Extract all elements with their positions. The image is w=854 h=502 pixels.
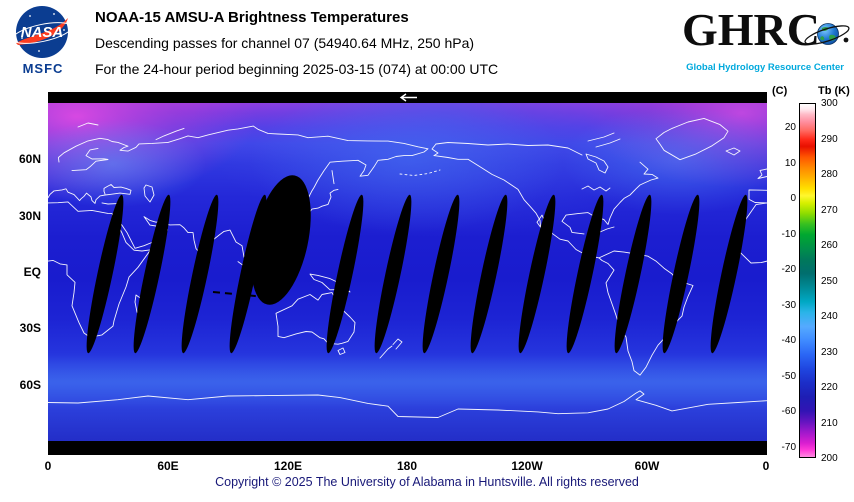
colorbar-unit-celsius: (C) [772, 85, 788, 97]
celsius-tick-m10: -10 [781, 229, 796, 240]
celsius-tick-20: 20 [784, 122, 796, 133]
west-direction-arrow-icon [399, 93, 417, 102]
lat-label-30n: 30N [18, 209, 41, 223]
celsius-tick-m40: -40 [781, 335, 796, 346]
kelvin-tick-230: 230 [821, 346, 838, 358]
kelvin-tick-240: 240 [821, 311, 838, 322]
ghrc-logo: GHRC Global Hydrology Resource Center [680, 4, 850, 84]
kelvin-tick-270: 270 [821, 204, 838, 216]
lat-label-eq: EQ [23, 265, 41, 279]
kelvin-tick-210: 210 [821, 417, 838, 429]
kelvin-tick-200: 200 [821, 453, 838, 464]
footer-copyright: Copyright © 2025 The University of Alaba… [215, 475, 639, 489]
ghrc-logo-text: GHRC [682, 4, 820, 55]
subtitle-period: For the 24-hour period beginning 2025-03… [95, 61, 499, 77]
msfc-label: MSFC [22, 61, 64, 76]
lon-label-120w: 120W [511, 459, 543, 473]
kelvin-tick-290: 290 [821, 133, 838, 145]
celsius-tick-m70: -70 [781, 442, 796, 453]
subtitle-channel: Descending passes for channel 07 (54940.… [95, 35, 475, 51]
lon-label-60e: 60E [157, 459, 179, 473]
nasa-logo: NASA [8, 5, 76, 66]
kelvin-tick-280: 280 [821, 169, 838, 180]
lat-label-60s: 60S [19, 378, 41, 392]
colorbar-unit-kelvin: Tb (K) [818, 85, 850, 97]
lon-label-180: 180 [396, 459, 418, 473]
map-ocean-field [48, 103, 767, 441]
lon-label-0e: 0 [44, 459, 52, 473]
celsius-tick-10: 10 [784, 158, 796, 169]
celsius-tick-m60: -60 [781, 406, 796, 417]
kelvin-tick-260: 260 [821, 240, 838, 251]
celsius-tick-m50: -50 [781, 371, 796, 382]
kelvin-tick-300: 300 [821, 98, 838, 109]
lat-label-30s: 30S [19, 321, 41, 335]
colorbar [799, 103, 816, 458]
lon-label-0w: 0 [762, 459, 770, 473]
data-gap-swaths [86, 175, 748, 354]
kelvin-tick-220: 220 [821, 382, 838, 393]
map-bottom-bar [48, 441, 767, 455]
celsius-tick-m30: -30 [781, 300, 796, 311]
brightness-temperature-map [48, 92, 767, 455]
lon-label-120e: 120E [273, 459, 303, 473]
ghrc-globe-icon [804, 23, 850, 45]
kelvin-tick-250: 250 [821, 275, 838, 287]
ghrc-tagline: Global Hydrology Resource Center [686, 62, 844, 73]
nasa-logo-text: NASA [21, 24, 64, 41]
lon-label-60w: 60W [634, 459, 660, 473]
celsius-tick-0: 0 [790, 193, 796, 204]
page-title: NOAA-15 AMSU-A Brightness Temperatures [95, 9, 409, 26]
lat-label-60n: 60N [18, 152, 41, 166]
celsius-tick-m20: -20 [781, 264, 796, 275]
nasa-insignia-icon: NASA [12, 6, 72, 58]
